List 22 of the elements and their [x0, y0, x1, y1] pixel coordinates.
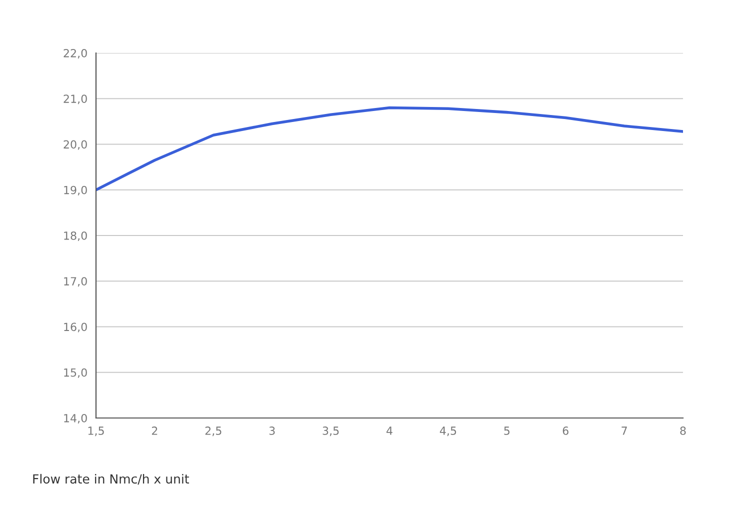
y-tick-label: 18,0 — [64, 231, 87, 242]
y-tick-label: 17,0 — [64, 277, 87, 287]
x-tick-label: 2,5 — [205, 426, 222, 436]
x-tick-label: 6 — [562, 426, 568, 435]
x-tick-label: 4,5 — [440, 426, 456, 436]
y-tick-label: 22,0 — [64, 48, 87, 59]
x-tick-label: 1,5 — [88, 426, 104, 436]
y-tick-label: 21,0 — [64, 94, 87, 104]
y-tick-label: 16,0 — [64, 322, 87, 332]
x-tick-label: 8 — [680, 426, 686, 435]
y-tick-label: 20,0 — [64, 140, 87, 150]
x-tick-label: 5 — [504, 426, 510, 435]
x-tick-label: 3 — [269, 426, 275, 435]
x-tick-label: 4 — [386, 426, 392, 435]
x-tick-label: 2 — [152, 426, 158, 435]
y-tick-label: 19,0 — [64, 186, 87, 196]
x-tick-label: 7 — [622, 426, 627, 435]
y-tick-label: 14,0 — [64, 414, 87, 424]
x-tick-label: 3,5 — [322, 426, 339, 436]
y-tick-label: 15,0 — [64, 368, 87, 378]
x-axis-title: Flow rate in Nmc/h x unit — [33, 474, 190, 485]
line-series — [96, 106, 683, 192]
